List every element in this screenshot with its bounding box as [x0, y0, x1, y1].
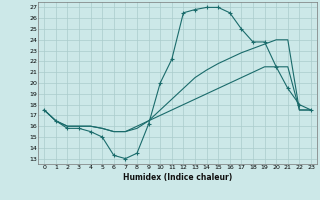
X-axis label: Humidex (Indice chaleur): Humidex (Indice chaleur) — [123, 173, 232, 182]
